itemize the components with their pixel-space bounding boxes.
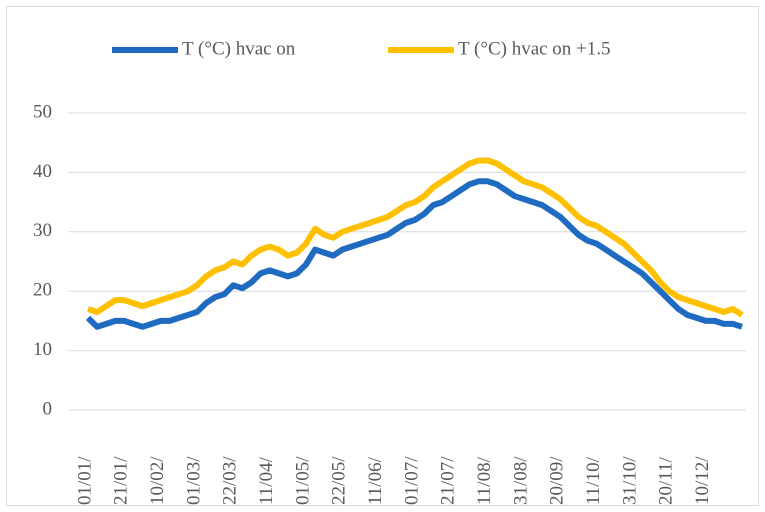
x-tick-label: 31/10/ <box>619 456 640 505</box>
chart-border <box>6 6 759 506</box>
x-tick-label: 01/05/ <box>292 456 313 505</box>
y-tick-label: 50 <box>33 101 52 122</box>
x-tick-label: 01/07/ <box>401 456 422 505</box>
x-tick-label: 11/06/ <box>365 456 386 505</box>
x-tick-label: 11/04/ <box>256 456 277 505</box>
x-tick-label: 10/02/ <box>147 456 168 505</box>
y-tick-label: 30 <box>33 220 52 241</box>
x-tick-label: 22/03/ <box>220 456 241 505</box>
series-line <box>87 157 744 318</box>
x-tick-label: 20/09/ <box>547 456 568 505</box>
x-tick-label: 11/08/ <box>474 456 495 505</box>
y-tick-label: 10 <box>33 339 52 360</box>
x-tick-label: 22/05/ <box>329 456 350 505</box>
y-tick-label: 40 <box>33 161 52 182</box>
x-tick-label: 01/01/ <box>74 456 95 505</box>
y-tick-label: 20 <box>33 280 52 301</box>
x-tick-label: 11/10/ <box>583 456 604 505</box>
y-tick-label: 0 <box>43 398 53 419</box>
legend-label: T (°C) hvac on <box>182 38 296 59</box>
x-tick-label: 20/11/ <box>656 456 677 505</box>
x-tick-label: 10/12/ <box>692 456 713 505</box>
series-line <box>85 178 743 330</box>
x-tick-label: 31/08/ <box>510 456 531 505</box>
x-tick-label: 01/03/ <box>183 456 204 505</box>
x-tick-label: 21/01/ <box>111 456 132 505</box>
legend-label: T (°C) hvac on +1.5 <box>458 38 611 59</box>
x-tick-label: 21/07/ <box>438 456 459 505</box>
